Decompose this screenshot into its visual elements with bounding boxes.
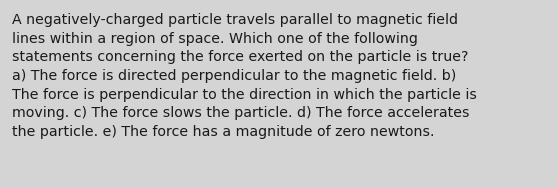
Text: A negatively-charged particle travels parallel to magnetic field
lines within a : A negatively-charged particle travels pa… [12, 13, 477, 139]
